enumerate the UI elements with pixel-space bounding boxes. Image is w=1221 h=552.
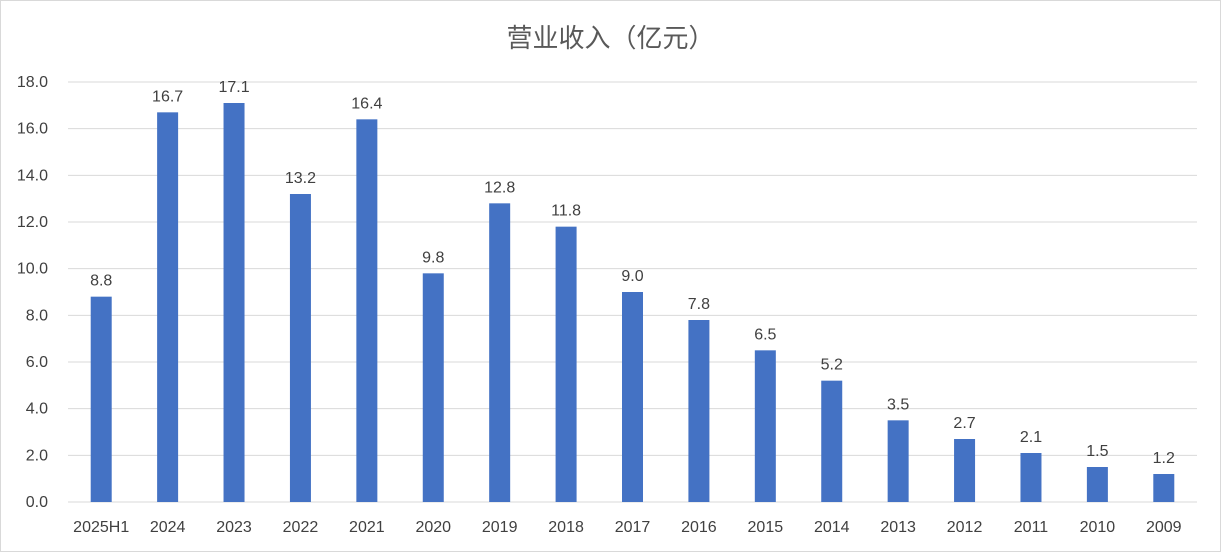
bar <box>356 119 378 502</box>
y-tick-label: 4.0 <box>26 401 48 418</box>
bar <box>688 320 710 502</box>
x-tick-label: 2020 <box>415 519 451 536</box>
bar <box>754 350 776 502</box>
x-tick-label: 2018 <box>548 519 584 536</box>
y-tick-label: 10.0 <box>17 261 48 278</box>
x-tick-label: 2016 <box>681 519 717 536</box>
bar <box>1020 453 1042 502</box>
y-tick-label: 6.0 <box>26 354 48 371</box>
data-label: 1.5 <box>1086 443 1108 460</box>
y-tick-label: 8.0 <box>26 307 48 324</box>
x-tick-label: 2021 <box>349 519 385 536</box>
data-label: 3.5 <box>887 396 909 413</box>
y-tick-label: 14.0 <box>17 167 48 184</box>
bar <box>555 226 577 502</box>
x-tick-label: 2022 <box>283 519 319 536</box>
bar <box>489 203 511 503</box>
bar <box>821 380 843 502</box>
bar <box>622 292 643 502</box>
data-label: 2.7 <box>953 415 975 432</box>
y-tick-label: 16.0 <box>17 121 48 138</box>
bar <box>223 103 245 502</box>
x-tick-label: 2017 <box>615 519 651 536</box>
data-label: 11.8 <box>551 203 581 220</box>
x-tick-label: 2015 <box>748 519 784 536</box>
bar <box>422 273 444 502</box>
bar <box>157 112 179 502</box>
chart-title: 营业收入（亿元） <box>506 24 715 54</box>
x-tick-label: 2019 <box>482 519 518 536</box>
x-tick-label: 2012 <box>947 519 983 536</box>
bar <box>954 439 976 502</box>
data-label: 17.1 <box>218 79 249 96</box>
x-tick-label: 2014 <box>814 519 850 536</box>
x-tick-label: 2023 <box>216 519 252 536</box>
x-tick-label: 2010 <box>1080 519 1116 536</box>
y-tick-label: 18.0 <box>17 74 48 91</box>
data-label: 16.7 <box>152 88 183 105</box>
bar <box>1086 467 1108 502</box>
x-tick-label: 2009 <box>1146 519 1182 536</box>
data-label: 6.5 <box>754 326 776 343</box>
data-label: 16.4 <box>351 95 382 112</box>
data-label: 1.2 <box>1153 450 1175 467</box>
x-tick-label: 2024 <box>150 519 186 536</box>
y-tick-label: 0.0 <box>26 494 48 511</box>
data-label: 5.2 <box>821 357 843 374</box>
y-tick-label: 12.0 <box>17 214 48 231</box>
x-tick-label: 2013 <box>880 519 916 536</box>
bar <box>90 296 112 502</box>
data-label: 12.8 <box>484 179 515 196</box>
bar <box>289 194 311 502</box>
bar <box>1153 474 1175 502</box>
data-label: 13.2 <box>285 170 316 187</box>
x-tick-label: 2025H1 <box>73 519 129 536</box>
data-label: 8.8 <box>90 273 112 290</box>
bar <box>887 420 909 502</box>
data-label: 7.8 <box>688 296 710 313</box>
data-label: 2.1 <box>1020 429 1042 446</box>
data-label: 9.0 <box>621 268 643 285</box>
y-tick-label: 2.0 <box>26 447 48 464</box>
x-tick-label: 2011 <box>1014 519 1049 536</box>
data-label: 9.8 <box>422 249 444 266</box>
